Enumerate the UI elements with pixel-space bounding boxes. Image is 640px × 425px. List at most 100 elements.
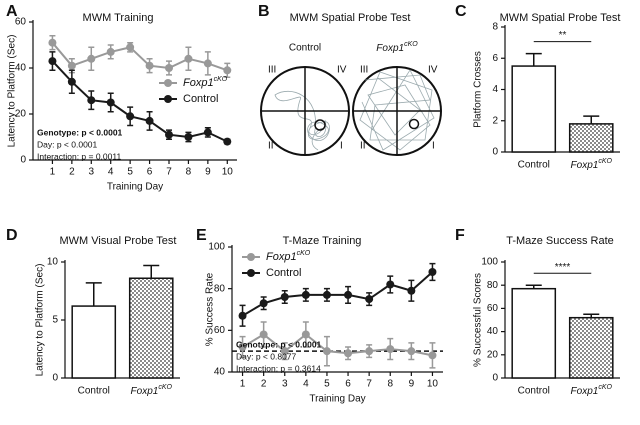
x-axis-label: Training Day: [107, 182, 163, 193]
point: [145, 116, 154, 125]
annotation: Day: p < 0.8077: [236, 351, 297, 361]
point: [322, 290, 331, 299]
point: [48, 57, 57, 66]
point: [87, 96, 96, 105]
point: [165, 64, 173, 72]
x-tick-label: 2: [261, 379, 267, 390]
x-tick-label: 9: [409, 379, 415, 390]
x-tick-label: 2: [69, 167, 75, 178]
panel-letter: C: [455, 3, 467, 20]
y-axis-label: % Successful Scores: [473, 273, 484, 367]
point: [87, 54, 96, 63]
point: [184, 54, 193, 63]
x-tick-label: 3: [89, 167, 95, 178]
x-tick-label: Control: [518, 386, 550, 397]
x-tick-label: 8: [387, 379, 393, 390]
y-tick-label: 60: [15, 17, 27, 28]
legend-label: Control: [266, 267, 301, 279]
point: [67, 77, 76, 86]
chart-title: MWM Spatial Probe Test: [500, 12, 621, 24]
y-axis-label: % Success Rate: [205, 272, 216, 346]
y-tick-label: 60: [214, 325, 226, 336]
point: [126, 112, 135, 121]
bar: [568, 316, 614, 379]
x-tick-label: 4: [108, 167, 114, 178]
annotation: Interaction: p = 0.0011: [37, 151, 121, 161]
point: [106, 47, 115, 56]
point: [165, 130, 173, 139]
y-tick-label: 20: [487, 349, 499, 360]
x-tick-label: 7: [166, 167, 172, 178]
platform: [314, 119, 326, 131]
series-line: [51, 42, 228, 72]
x-tick-label: 10: [427, 379, 439, 390]
legend-marker: [164, 95, 172, 103]
y-tick-label: 8: [492, 22, 498, 33]
y-axis-label: Platform Crosses: [473, 51, 484, 128]
error-bar: [583, 115, 600, 124]
point: [344, 349, 353, 358]
annotation: Genotype: p < 0.0001: [236, 339, 322, 349]
point: [238, 311, 247, 320]
bar: [71, 305, 117, 379]
quadrant: IV: [428, 65, 438, 76]
point: [344, 290, 353, 299]
point: [48, 38, 57, 47]
legend-marker: [247, 253, 255, 261]
y-tick-label: 80: [214, 283, 226, 294]
point: [145, 61, 154, 70]
y-tick-label: 40: [487, 326, 499, 337]
x-tick-label: 5: [324, 379, 330, 390]
quadrant: III: [268, 65, 276, 76]
point: [203, 128, 212, 137]
bar: [511, 287, 557, 379]
point: [301, 330, 310, 339]
chart-title: MWM Visual Probe Test: [60, 235, 177, 247]
y-tick-label: 60: [487, 303, 499, 314]
y-tick-label: 40: [15, 63, 27, 74]
x-tick-label: 4: [303, 379, 309, 390]
bar: [511, 65, 557, 153]
swim-path: [274, 91, 330, 151]
panel-letter: E: [196, 227, 207, 244]
y-tick-label: 100: [208, 242, 225, 253]
point: [126, 43, 135, 52]
point: [67, 61, 76, 70]
point: [184, 133, 193, 141]
y-axis-label: Latency to Platform (Sec): [7, 35, 18, 148]
panel-letter: B: [258, 3, 270, 20]
quadrant: I: [432, 141, 435, 152]
maze-label: Foxp1cKO: [376, 41, 418, 54]
maze-label: Control: [289, 43, 321, 54]
y-tick-label: 5: [52, 315, 58, 326]
error-bar: [85, 282, 102, 307]
point: [322, 347, 331, 356]
quadrant: II: [360, 141, 366, 152]
x-tick-label: 5: [127, 167, 133, 178]
y-tick-label: 6: [492, 53, 498, 64]
annotation: Interaction: p = 0.3614: [236, 363, 321, 373]
error-bar: [143, 264, 160, 279]
x-tick-label: 1: [240, 379, 246, 390]
series-line: [242, 271, 434, 317]
legend-label: Foxp1cKO: [183, 76, 228, 89]
quadrant: IV: [337, 65, 347, 76]
x-tick-label: Control: [518, 160, 550, 171]
point: [365, 295, 374, 304]
x-tick-label: 3: [282, 379, 288, 390]
legend-label: Foxp1cKO: [266, 250, 311, 263]
x-tick-label: 9: [205, 167, 211, 178]
x-tick-label: 6: [345, 379, 351, 390]
chart-title: T-Maze Success Rate: [506, 235, 614, 247]
point: [106, 98, 115, 107]
y-axis-label: Latency to Platform (Sec): [35, 264, 46, 377]
point: [223, 66, 232, 75]
panel-letter: D: [6, 227, 18, 244]
bar: [128, 277, 174, 379]
y-tick-label: 0: [20, 155, 26, 166]
significance-label: **: [559, 30, 567, 41]
point: [223, 137, 232, 146]
point: [238, 343, 247, 351]
legend-label: Control: [183, 93, 218, 105]
point: [280, 293, 289, 301]
